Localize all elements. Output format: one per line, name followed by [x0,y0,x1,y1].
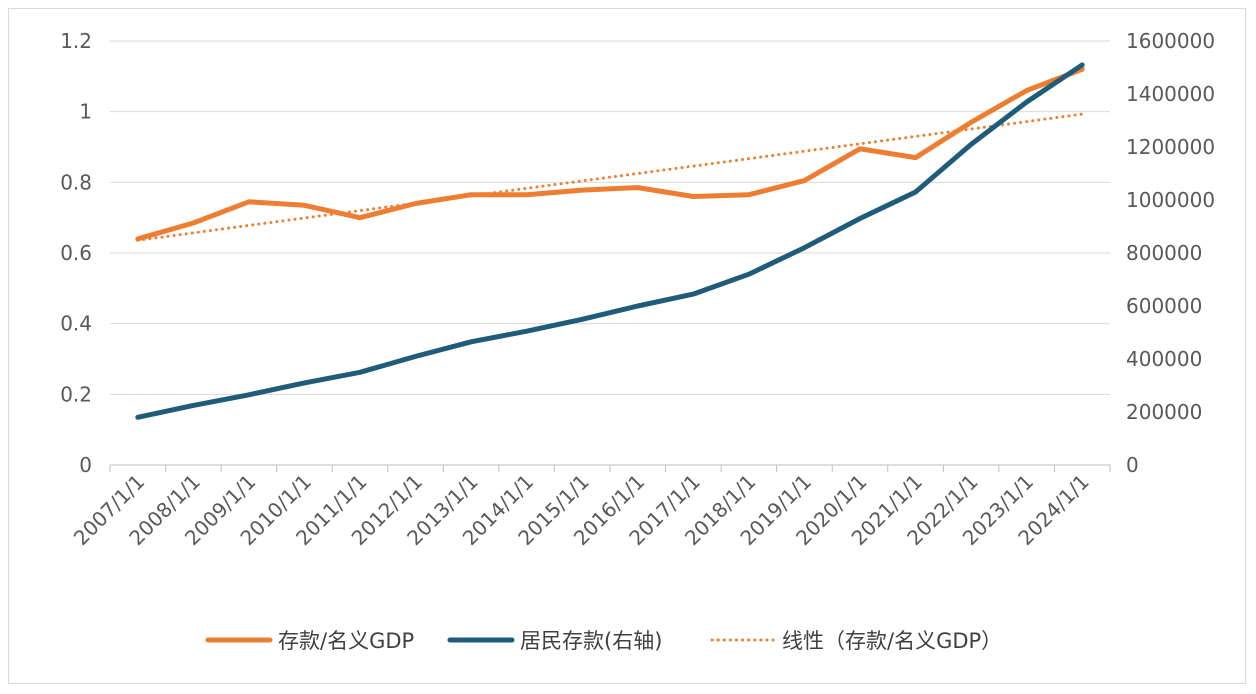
y-right-tick-label: 1000000 [1126,188,1215,212]
y-right-tick-label: 0 [1126,453,1139,477]
legend-entry: 存款/名义GDP [278,629,414,653]
y-left-tick-label: 0 [79,453,92,477]
y-axis-left: 0 0.2 0.4 0.6 0.8 1 1.2 [60,29,92,477]
y-left-tick-label: 1.2 [60,29,92,53]
series-group [135,62,1085,420]
x-axis: 2007/1/12008/1/12009/1/12010/1/12011/1/1… [69,464,1111,550]
series-line [135,66,1085,242]
gridlines [110,40,1110,395]
y-left-tick-label: 0.8 [60,170,92,194]
legend-entry: 线性（存款/名义GDP） [782,629,1002,653]
y-left-tick-label: 1 [79,100,92,124]
y-axis-right: 0 200000 400000 600000 800000 1000000 1200000 1… [1126,29,1215,477]
y-right-tick-label: 200000 [1126,400,1202,424]
y-left-tick-label: 0.6 [60,241,92,265]
y-left-tick-label: 0.2 [60,382,92,406]
y-right-tick-label: 1600000 [1126,29,1215,53]
series-line [135,62,1085,420]
legend: 存款/名义GDP 居民存款(右轴) 线性（存款/名义GDP） [205,629,1002,653]
legend-entry: 居民存款(右轴) [520,629,662,653]
y-right-tick-label: 600000 [1126,294,1202,318]
y-right-tick-label: 1400000 [1126,82,1215,106]
series-line [136,112,1084,242]
y-right-tick-label: 400000 [1126,347,1202,371]
y-right-tick-label: 1200000 [1126,135,1215,159]
y-right-tick-label: 800000 [1126,241,1202,265]
y-left-tick-label: 0.4 [60,312,92,336]
